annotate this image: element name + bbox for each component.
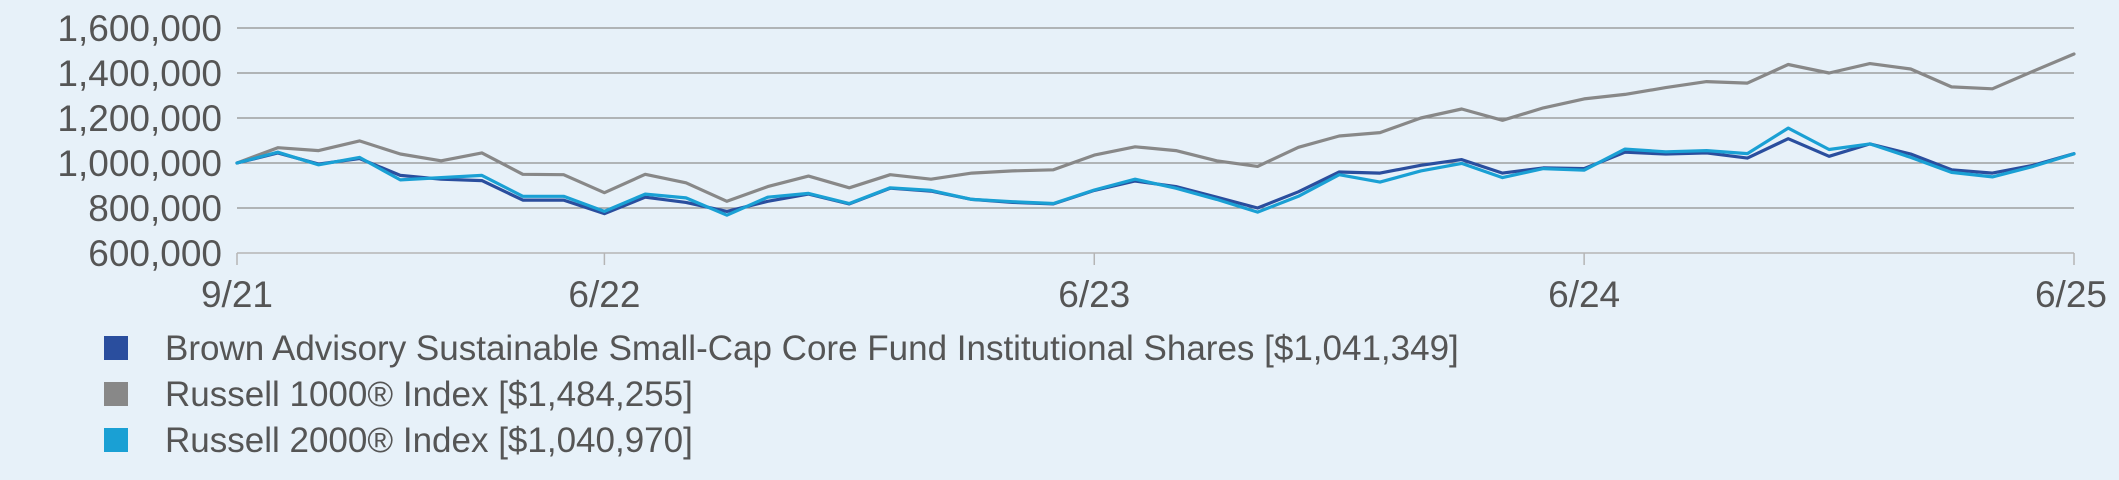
series-line [235,52,2076,203]
series-lines [235,52,2076,217]
x-tick-label: 6/22 [568,274,640,315]
y-tick-label: 1,400,000 [57,53,222,94]
series-line [235,126,2076,217]
y-tick-label: 600,000 [88,233,222,274]
y-tick-label: 1,600,000 [57,8,222,49]
legend-label: Brown Advisory Sustainable Small-Cap Cor… [165,329,1459,368]
y-tick-label: 1,200,000 [57,98,222,139]
x-axis: 9/21 6/22 6/23 6/24 6/25 [201,253,2107,315]
legend-swatch [104,336,128,360]
legend: Brown Advisory Sustainable Small-Cap Cor… [104,329,1459,460]
legend-label: Russell 1000® Index [$1,484,255] [165,375,693,414]
legend-label: Russell 2000® Index [$1,040,970] [165,421,693,460]
y-axis-ticks: 600,000800,0001,000,0001,200,0001,400,00… [57,8,222,274]
x-tick-label: 9/21 [201,274,273,315]
x-tick-label: 6/24 [1548,274,1620,315]
grid-lines [237,27,2074,254]
x-tick-label: 6/23 [1058,274,1130,315]
legend-swatch [104,428,128,452]
legend-swatch [104,382,128,406]
x-tick-label: 6/25 [2035,274,2107,315]
y-tick-label: 800,000 [88,188,222,229]
y-tick-label: 1,000,000 [57,143,222,184]
